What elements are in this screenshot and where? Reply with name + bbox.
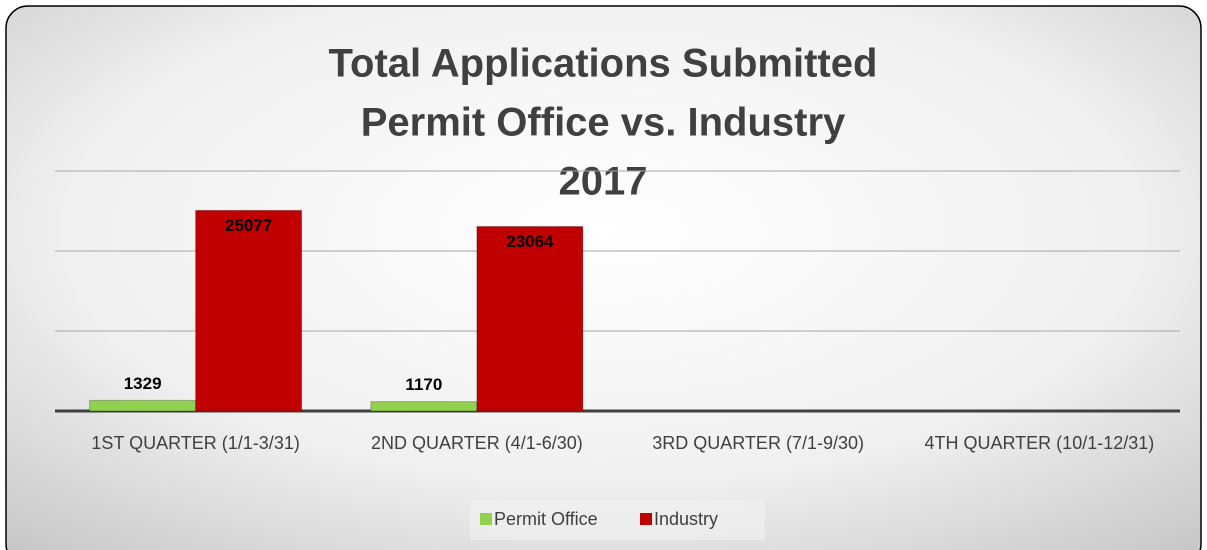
x-tick-label: 3RD QUARTER (7/1-9/30) [652,433,864,453]
legend-label: Permit Office [494,509,598,529]
value-label: 1329 [124,374,162,393]
x-tick-label: 1ST QUARTER (1/1-3/31) [91,433,299,453]
legend-label: Industry [654,509,718,529]
bar [370,401,478,412]
legend-swatch [640,513,652,525]
value-label: 23064 [506,232,554,251]
value-label: 1170 [405,375,442,394]
bar [195,209,303,412]
chart-frame [5,5,1202,550]
legend-box [470,500,765,540]
value-label: 25077 [225,216,272,235]
x-tick-label: 4TH QUARTER (10/1-12/31) [925,433,1155,453]
chart-title: 2017 [559,160,648,204]
chart-title: Permit Office vs. Industry [361,101,846,145]
x-tick-label: 2ND QUARTER (4/1-6/30) [371,433,583,453]
chart-title: Total Applications Submitted [329,42,878,86]
legend-swatch [480,513,492,525]
bar [89,399,197,412]
bar [476,225,584,412]
